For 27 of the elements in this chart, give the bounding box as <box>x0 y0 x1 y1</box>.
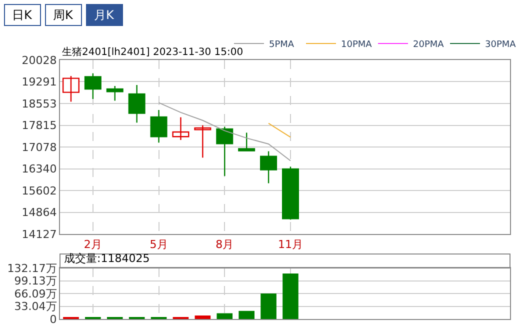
x-tick-label: 11月 <box>278 238 303 252</box>
y-tick-label: 0 <box>50 312 57 325</box>
y-tick-label: 15602 <box>22 184 57 198</box>
y-tick-label: 14127 <box>22 228 57 241</box>
y-tick-label: 66.09万 <box>14 287 57 300</box>
y-tick-label: 16340 <box>22 162 57 176</box>
y-tick-label: 99.13万 <box>14 274 57 288</box>
x-tick-label: 8月 <box>216 238 234 252</box>
legend-label: 30PMA <box>485 40 517 50</box>
y-tick-label: 19291 <box>22 76 57 89</box>
legend-label: 20PMA <box>413 40 445 50</box>
y-tick-label: 17078 <box>22 140 57 154</box>
legend-label: 10PMA <box>341 40 373 50</box>
y-tick-label: 132.17万 <box>7 262 57 275</box>
y-tick-label: 20028 <box>22 54 57 67</box>
y-tick-label: 17815 <box>22 119 57 132</box>
y-tick-label: 33.04万 <box>14 300 57 314</box>
text: 周K <box>53 8 74 22</box>
text: 日K <box>12 8 33 22</box>
x-tick-label: 2月 <box>84 238 102 252</box>
x-tick-label: 5月 <box>150 238 168 252</box>
legend-label: 5PMA <box>269 40 295 50</box>
y-tick-label: 14864 <box>22 206 57 220</box>
text: 月K <box>94 8 115 22</box>
text: 成交量:1184025 <box>64 252 150 265</box>
y-tick-label: 18553 <box>22 97 57 110</box>
chart-title: 生猪2401[lh2401] 2023-11-30 15:00 <box>62 46 244 58</box>
